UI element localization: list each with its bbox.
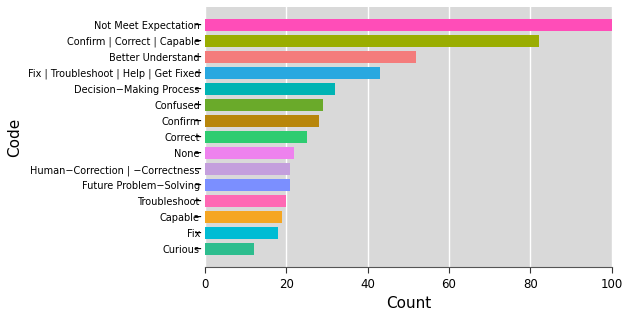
Bar xyxy=(205,227,278,239)
Text: −: − xyxy=(194,52,202,62)
Text: −: − xyxy=(194,68,202,78)
Text: −: − xyxy=(194,20,202,30)
Bar xyxy=(205,51,416,63)
Text: −: − xyxy=(194,100,202,110)
Bar xyxy=(205,115,319,127)
Bar xyxy=(205,147,294,159)
Bar xyxy=(205,99,323,111)
Text: −: − xyxy=(194,164,202,174)
Bar xyxy=(205,67,380,79)
Text: −: − xyxy=(194,212,202,222)
Text: −: − xyxy=(194,84,202,94)
Bar xyxy=(205,179,290,191)
Bar xyxy=(205,163,290,175)
Text: −: − xyxy=(194,132,202,142)
Text: −: − xyxy=(194,180,202,190)
Text: −: − xyxy=(194,36,202,46)
Bar xyxy=(205,83,335,95)
X-axis label: Count: Count xyxy=(386,296,431,311)
Bar xyxy=(205,243,254,255)
Bar xyxy=(205,195,286,207)
Text: −: − xyxy=(194,228,202,238)
Bar xyxy=(205,131,307,143)
Text: −: − xyxy=(194,244,202,254)
Bar xyxy=(205,211,282,223)
Bar xyxy=(205,35,539,47)
Text: −: − xyxy=(194,196,202,206)
Y-axis label: Code: Code xyxy=(7,117,22,157)
Text: −: − xyxy=(194,116,202,126)
Bar xyxy=(205,19,612,31)
Text: −: − xyxy=(194,148,202,158)
